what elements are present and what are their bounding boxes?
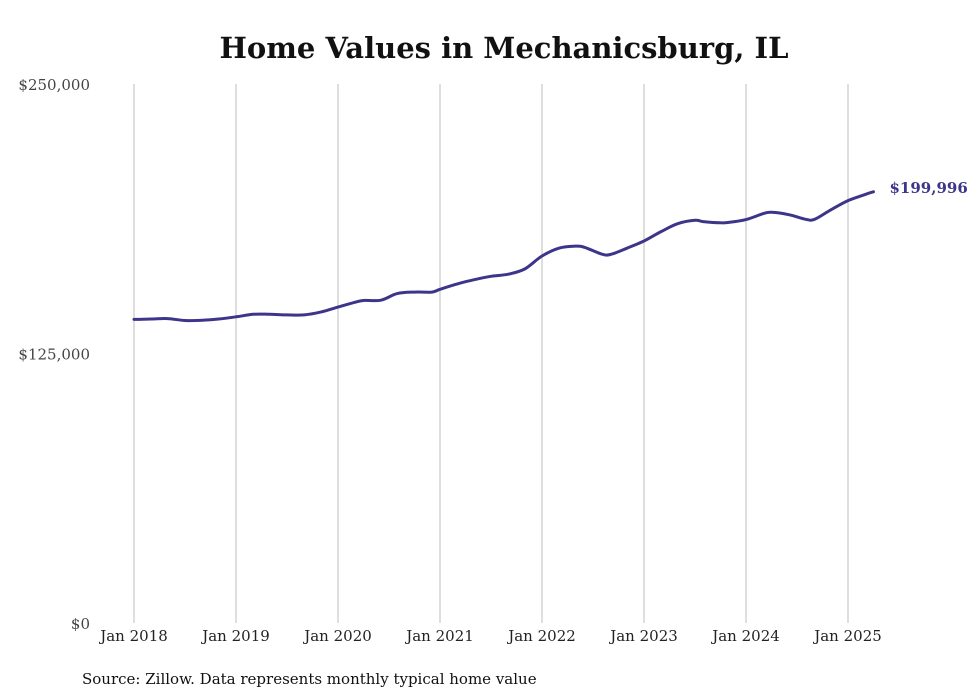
x-tick-label: Jan 2019: [200, 627, 270, 645]
x-tick-label: Jan 2018: [98, 627, 168, 645]
x-tick-label: Jan 2023: [608, 627, 678, 645]
source-note: Source: Zillow. Data represents monthly …: [82, 670, 537, 688]
x-tick-label: Jan 2022: [506, 627, 576, 645]
y-axis-ticks: $0 $125,000 $250,000: [18, 76, 90, 633]
x-tick-label: Jan 2020: [302, 627, 372, 645]
x-tick-label: Jan 2025: [812, 627, 882, 645]
end-value-label: $199,996: [890, 179, 968, 197]
y-tick-label: $125,000: [18, 346, 90, 364]
y-tick-label: $250,000: [18, 76, 90, 94]
series-line: [132, 190, 875, 323]
x-tick-label: Jan 2021: [404, 627, 474, 645]
vertical-gridlines: [133, 84, 849, 623]
series-layer: [132, 190, 875, 323]
x-axis-ticks: Jan 2018 Jan 2019 Jan 2020 Jan 2021 Jan 2022…: [98, 627, 882, 645]
y-tick-label: $0: [71, 615, 90, 633]
x-tick-label: Jan 2024: [710, 627, 780, 645]
chart-title: Home Values in Mechanicsburg, IL: [219, 31, 788, 65]
